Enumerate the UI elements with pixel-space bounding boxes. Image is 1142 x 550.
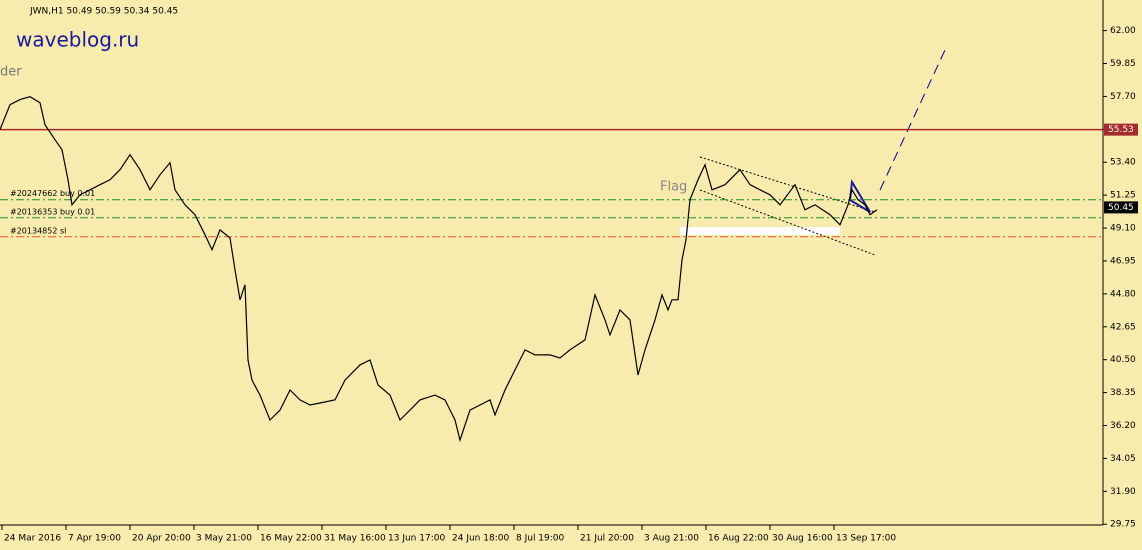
x-tick-label: 30 Aug 16:00 — [772, 534, 833, 544]
projection-line — [879, 49, 946, 191]
y-tick-label: 44.80 — [1110, 289, 1136, 299]
x-tick-label: 24 Mar 2016 — [4, 534, 61, 544]
level-label: 50.45 — [1108, 203, 1134, 213]
y-tick-label: 34.05 — [1110, 454, 1136, 464]
y-tick-label: 59.85 — [1110, 59, 1136, 69]
level-label: 55.53 — [1108, 125, 1134, 135]
y-tick-label: 46.95 — [1110, 256, 1136, 266]
x-tick-label: 21 Jul 20:00 — [580, 534, 634, 544]
x-tick-label: 3 Aug 21:00 — [644, 534, 699, 544]
x-tick-label: 16 Aug 22:00 — [708, 534, 769, 544]
y-tick-label: 53.40 — [1110, 158, 1136, 168]
level-box — [1104, 123, 1138, 136]
x-tick-label: 16 May 22:00 — [260, 534, 322, 544]
price-line — [0, 96, 878, 443]
x-tick-label: 13 Sep 17:00 — [836, 534, 896, 544]
y-tick-label: 51.25 — [1110, 191, 1136, 201]
watermark: waveblog.ru — [16, 28, 139, 52]
order-label: #20136353 buy 0.01 — [10, 207, 95, 216]
x-tick-label: 8 Jul 19:00 — [516, 534, 565, 544]
chart-title: JWN,H1 50.49 50.59 50.34 50.45 — [29, 7, 178, 17]
y-tick-label: 31.90 — [1110, 487, 1136, 497]
y-tick-label: 29.75 — [1110, 520, 1136, 530]
y-tick-label: 62.00 — [1110, 26, 1136, 36]
y-tick-label: 49.10 — [1110, 224, 1136, 234]
order-label: #20247662 buy 0.01 — [10, 189, 95, 198]
flag-shape — [848, 178, 871, 213]
x-tick-label: 20 Apr 20:00 — [132, 534, 191, 544]
channel-line — [699, 156, 876, 213]
y-tick-label: 40.50 — [1110, 355, 1136, 365]
x-tick-label: 24 Jun 18:00 — [452, 534, 509, 544]
x-tick-label: 3 May 21:00 — [196, 534, 252, 544]
annotation: der — [0, 65, 22, 80]
annotation: Flag — [660, 180, 687, 195]
level-box — [1104, 201, 1138, 214]
order-label: #20134852 sl — [10, 226, 66, 235]
x-tick-label: 31 May 16:00 — [324, 534, 386, 544]
y-tick-label: 57.70 — [1110, 92, 1136, 102]
y-tick-label: 42.65 — [1110, 322, 1136, 332]
x-tick-label: 7 Apr 19:00 — [68, 534, 121, 544]
highlight-box — [680, 227, 840, 235]
y-tick-label: 38.35 — [1110, 388, 1136, 398]
x-tick-label: 13 Jun 17:00 — [388, 534, 445, 544]
y-tick-label: 36.20 — [1110, 421, 1136, 431]
channel-line — [699, 189, 876, 256]
